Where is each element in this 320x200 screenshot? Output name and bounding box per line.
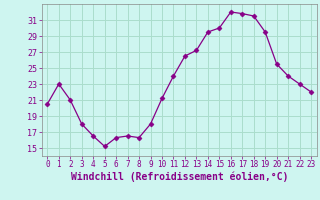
- X-axis label: Windchill (Refroidissement éolien,°C): Windchill (Refroidissement éolien,°C): [70, 172, 288, 182]
